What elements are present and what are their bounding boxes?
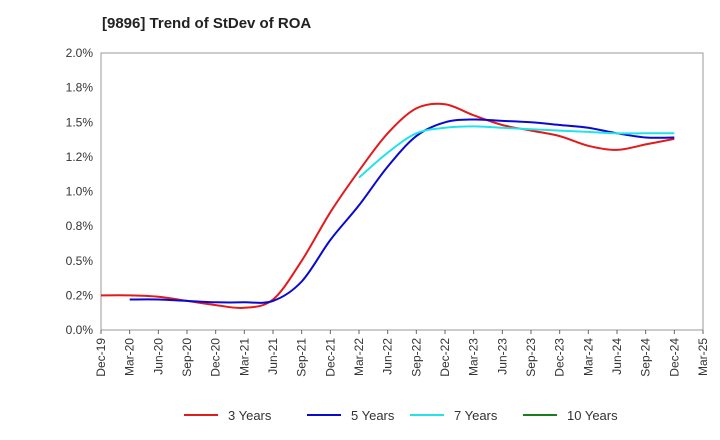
x-tick-label: Jun-22 xyxy=(381,338,395,375)
x-tick-label: Dec-21 xyxy=(323,338,337,377)
legend-item-7-years: 7 Years xyxy=(410,404,497,426)
x-tick-label: Mar-24 xyxy=(581,338,595,376)
x-tick-label: Jun-21 xyxy=(266,338,280,375)
y-tick-label: 0.0% xyxy=(66,323,94,337)
y-tick-label: 1.2% xyxy=(66,150,94,164)
y-tick-label: 2.0% xyxy=(66,46,94,60)
x-tick-label: Dec-24 xyxy=(667,338,681,377)
x-tick-label: Dec-23 xyxy=(553,338,567,377)
x-tick-label: Sep-21 xyxy=(295,338,309,377)
legend-swatch xyxy=(184,414,218,416)
legend-item-3-years: 3 Years xyxy=(184,404,271,426)
x-tick-label: Sep-23 xyxy=(524,338,538,377)
legend-swatch xyxy=(410,414,444,416)
chart-title: [9896] Trend of StDev of ROA xyxy=(102,15,312,32)
legend-swatch xyxy=(523,414,557,416)
plot-area xyxy=(100,52,704,331)
y-tick-label: 0.8% xyxy=(66,219,94,233)
series-lines xyxy=(100,102,675,310)
x-tick-label: Dec-22 xyxy=(438,338,452,377)
legend-label: 3 Years xyxy=(228,407,272,423)
legend-label: 10 Years xyxy=(567,407,618,423)
x-tick-label: Mar-23 xyxy=(467,338,481,376)
x-tick-label: Jun-20 xyxy=(151,338,165,375)
legend-item-10-years: 10 Years xyxy=(523,404,618,426)
legend-label: 7 Years xyxy=(454,407,498,423)
y-tick-label: 0.5% xyxy=(66,254,94,268)
x-tick-label: Jun-23 xyxy=(495,338,509,375)
y-tick-labels: 0.0% 0.2% 0.5% 0.8% 1.0% 1.2% 1.5% 1.8% 2.0% xyxy=(66,46,94,337)
x-tick-label: Mar-22 xyxy=(352,338,366,376)
axes xyxy=(100,52,704,334)
series-line-5-years xyxy=(129,118,675,304)
legend: 3 Years 5 Years 7 Years 10 Years xyxy=(0,404,720,426)
x-tick-label: Sep-20 xyxy=(180,338,194,377)
x-tick-label: Mar-20 xyxy=(123,338,137,376)
x-tick-labels: Dec-19 Mar-20 Jun-20 Sep-20 Dec-20 Mar-21 Jun-… xyxy=(94,338,710,377)
x-tick-label: Jun-24 xyxy=(610,338,624,375)
x-tick-label: Sep-22 xyxy=(409,338,423,377)
legend-item-5-years: 5 Years xyxy=(307,404,394,426)
x-tick-label: Dec-20 xyxy=(209,338,223,377)
x-tick-label: Mar-25 xyxy=(696,338,710,376)
x-tick-label: Sep-24 xyxy=(639,338,653,377)
y-tick-label: 1.0% xyxy=(66,185,94,199)
x-tick-label: Mar-21 xyxy=(237,338,251,376)
y-tick-label: 1.8% xyxy=(66,81,94,95)
series-line-7-years xyxy=(358,125,675,179)
legend-label: 5 Years xyxy=(351,407,395,423)
x-tick-label: Dec-19 xyxy=(94,338,108,377)
y-tick-label: 0.2% xyxy=(66,288,94,302)
y-tick-label: 1.5% xyxy=(66,115,94,129)
legend-swatch xyxy=(307,414,341,416)
